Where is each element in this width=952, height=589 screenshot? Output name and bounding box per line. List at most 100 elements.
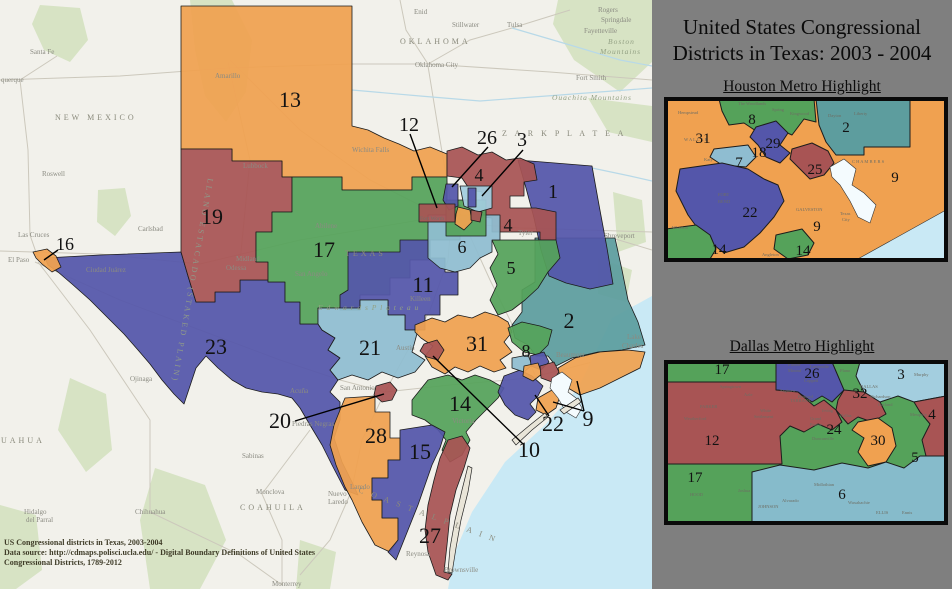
map-label: Prairie bbox=[810, 422, 822, 427]
map-label: Mound bbox=[788, 368, 802, 373]
h-district-29 bbox=[749, 120, 791, 164]
map-label: Murphy bbox=[914, 372, 929, 377]
map-label: Hidalgo bbox=[24, 508, 47, 516]
map-label: Ojinaga bbox=[130, 375, 153, 383]
map-label: Waxahachie bbox=[848, 500, 870, 505]
map-label: Alvarado bbox=[782, 498, 799, 503]
map-label: Enid bbox=[414, 8, 428, 16]
map-label: Lewisville bbox=[810, 364, 829, 369]
leader-line bbox=[481, 149, 524, 197]
map-label: Tulsa bbox=[507, 21, 523, 29]
map-label: 19 bbox=[201, 204, 223, 229]
map-label: White bbox=[760, 408, 771, 413]
h-galveston-bay bbox=[829, 158, 877, 224]
map-label: 22 bbox=[743, 205, 758, 221]
map-label: 11 bbox=[412, 272, 433, 297]
houston-heading: Houston Metro Highlight bbox=[723, 78, 881, 95]
map-label: Mountains bbox=[599, 47, 641, 56]
title-line2: Districts in Texas: 2003 - 2004 bbox=[672, 41, 932, 65]
map-label: FORT bbox=[718, 192, 729, 197]
map-label: Santa Fe bbox=[30, 48, 54, 56]
map-label: Plano bbox=[840, 368, 851, 373]
d-district-30 bbox=[851, 417, 897, 467]
district-30 bbox=[454, 206, 473, 231]
map-label: Fayetteville bbox=[584, 27, 617, 35]
map-label: Richardson bbox=[870, 394, 891, 399]
map-label: NEW MEXICO bbox=[55, 113, 137, 122]
map-label: Weatherford bbox=[684, 416, 707, 421]
houston-inset-border bbox=[664, 97, 948, 262]
map-label: 14 bbox=[449, 391, 471, 416]
matagorda-island bbox=[511, 412, 549, 446]
map-label: 14 bbox=[712, 242, 728, 258]
map-label: San Antonio bbox=[340, 384, 375, 392]
map-label: 32 bbox=[853, 386, 868, 402]
map-label: Saginaw bbox=[780, 388, 796, 393]
map-label: Settlement bbox=[754, 414, 774, 419]
leader-line bbox=[294, 393, 385, 422]
map-label: 12 bbox=[399, 114, 419, 136]
map-label: Boston bbox=[608, 37, 635, 46]
map-label: 20 bbox=[269, 408, 291, 433]
map-label: 4 bbox=[504, 215, 513, 235]
map-label: 2 bbox=[564, 308, 575, 333]
map-label: Roswell bbox=[42, 170, 65, 178]
map-label: 9 bbox=[583, 406, 594, 431]
map-label: Mesquite bbox=[910, 412, 927, 417]
map-label: 9 bbox=[891, 170, 899, 186]
map-label: 18 bbox=[752, 145, 767, 161]
d-district-12 bbox=[665, 381, 843, 465]
map-label: Las Cruces bbox=[18, 231, 50, 239]
map-label: Angleton bbox=[762, 252, 779, 257]
map-label: JOHNSON bbox=[758, 504, 779, 509]
map-label: Reynosa bbox=[406, 550, 431, 558]
map-label: 23 bbox=[205, 334, 227, 359]
district-15 bbox=[371, 424, 446, 561]
map-label: 16 bbox=[56, 234, 74, 254]
attribution-line: Congressional Districts, 1789-2012 bbox=[4, 558, 122, 567]
map-label: Stillwater bbox=[452, 21, 480, 29]
map-label: Dallas bbox=[840, 413, 852, 418]
map-label: 7 bbox=[735, 155, 743, 171]
h-district-25 bbox=[789, 142, 835, 180]
dallas-heading: Dallas Metro Highlight bbox=[729, 338, 875, 355]
district-27 bbox=[424, 435, 471, 581]
map-label: Abilene bbox=[315, 222, 337, 230]
map-label: Coppell bbox=[804, 378, 819, 383]
map-label: Lake bbox=[627, 333, 641, 341]
map-label: 3 bbox=[517, 129, 527, 151]
page-title: United States Congressional Districts in… bbox=[652, 14, 952, 66]
map-label: Carlsbad bbox=[138, 225, 163, 233]
map-label: Sabinas bbox=[242, 452, 264, 460]
districts-layer bbox=[32, 5, 646, 581]
map-label: Wharton bbox=[672, 225, 688, 230]
map-label: Dayton bbox=[828, 113, 842, 118]
map-label: OKLAHOMA bbox=[400, 37, 471, 46]
map-label: Garland bbox=[878, 402, 893, 407]
map-label: Monterrey bbox=[272, 580, 302, 588]
map-label: Springtown bbox=[720, 384, 742, 389]
map-label: PARKER bbox=[700, 404, 717, 409]
district-14 bbox=[411, 374, 505, 463]
map-label: 1 bbox=[548, 181, 558, 203]
h-district-7 bbox=[709, 144, 757, 168]
map-label: 3 bbox=[897, 367, 905, 383]
map-label: Killeen bbox=[410, 295, 431, 303]
map-label: Midlothian bbox=[814, 482, 835, 487]
district-32 bbox=[470, 209, 483, 223]
map-label: Laredo bbox=[350, 483, 370, 491]
d-district-6 bbox=[751, 455, 947, 524]
map-label: Amarillo bbox=[215, 72, 241, 80]
map-label: C H A M B E R S bbox=[852, 159, 885, 164]
map-label: 5 bbox=[911, 450, 919, 466]
map-label: City bbox=[842, 217, 851, 222]
galveston-island bbox=[559, 397, 582, 415]
map-label: ELLIS bbox=[876, 510, 889, 515]
map-label: 24 bbox=[827, 422, 843, 438]
map-label: Brownsville bbox=[444, 566, 478, 574]
district-26b bbox=[467, 187, 477, 208]
map-label: 27 bbox=[419, 523, 441, 548]
